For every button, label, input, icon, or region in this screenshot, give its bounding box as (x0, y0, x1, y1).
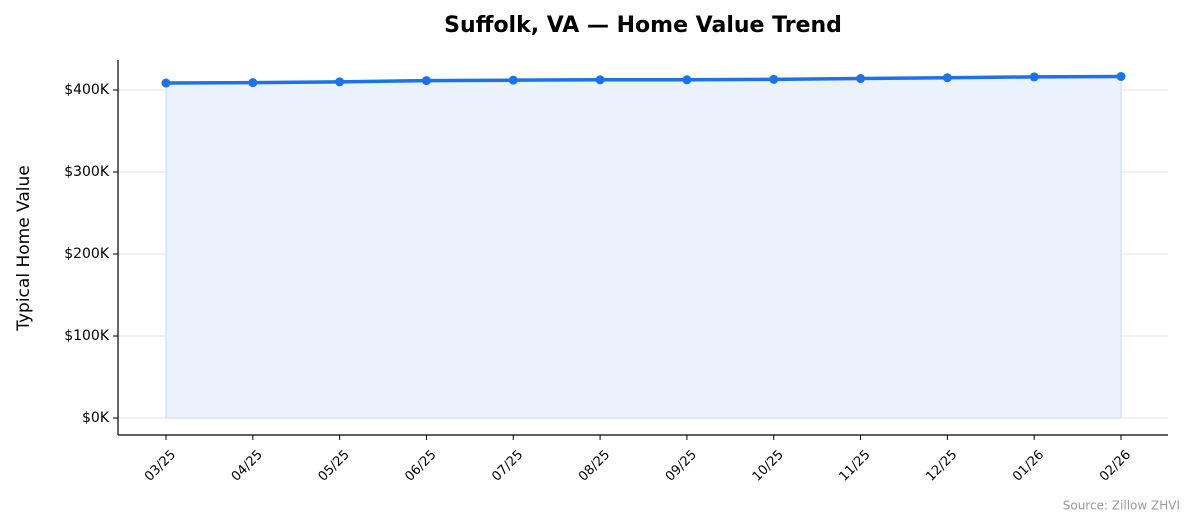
x-tick-label: 01/26 (1010, 447, 1047, 484)
x-tick-label: 04/25 (229, 447, 266, 484)
point (595, 75, 605, 85)
x-tick-label: 02/26 (1097, 447, 1134, 484)
y-tick-label: $100K (64, 328, 110, 344)
point (421, 76, 431, 86)
x-tick-label: 07/25 (489, 447, 526, 484)
y-tick-label: $300K (64, 164, 110, 180)
y-tick-label: $0K (82, 410, 110, 426)
point (161, 78, 171, 88)
point (508, 75, 518, 85)
line (165, 74, 1122, 85)
point (942, 73, 952, 83)
x-tick-label: 10/25 (750, 447, 787, 484)
x-tick-label: 05/25 (316, 447, 353, 484)
point (1029, 72, 1039, 82)
area (165, 75, 1122, 419)
x-tick-label: 09/25 (663, 447, 700, 484)
chart-title: Suffolk, VA — Home Value Trend (444, 13, 842, 38)
x-tick-label: 06/25 (402, 447, 439, 484)
y-axis-label: Typical Home Value (14, 165, 34, 332)
point (335, 77, 345, 87)
point (248, 78, 258, 88)
y-tick-label: $200K (64, 246, 110, 262)
x-tick-label: 03/25 (142, 447, 179, 484)
point (1116, 71, 1126, 81)
point (769, 74, 779, 84)
x-tick-label: 08/25 (576, 447, 613, 484)
x-tick-label: 12/25 (923, 447, 960, 484)
point (682, 75, 692, 85)
y-tick-label: $400K (64, 82, 110, 98)
x-tick-label: 11/25 (836, 447, 873, 484)
source-note: Source: Zillow ZHVI (1063, 499, 1180, 513)
point (856, 74, 866, 84)
